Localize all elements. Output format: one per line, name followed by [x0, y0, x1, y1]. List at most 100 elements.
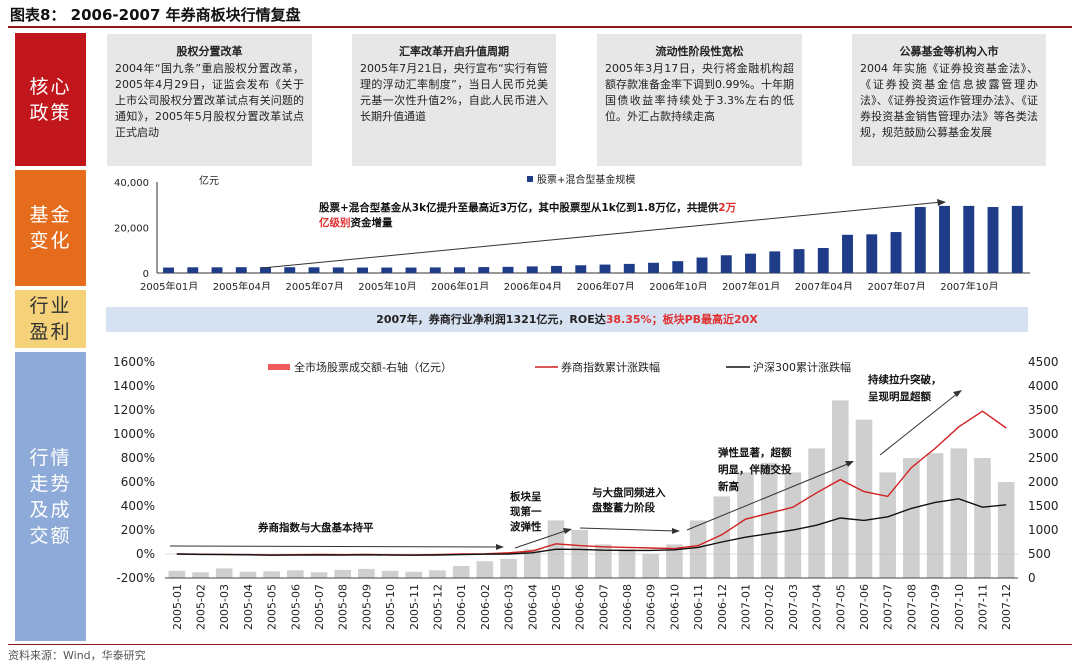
fund-x-tick-label: 2007年10月 [940, 280, 998, 290]
profit-banner-text1: 2007年，券商行业净利润1321亿元，ROE达 [376, 313, 606, 326]
market-y-right-tick-label: 3500 [1028, 403, 1059, 417]
market-x-tick-label: 2006-04 [526, 584, 539, 630]
market-y-right-tick-label: 2000 [1028, 475, 1059, 489]
fund-bar [672, 261, 684, 273]
market-y-left-tick-label: 200% [121, 523, 155, 537]
market-line-chart: -200% 0% 200% 400% 600% 800% 1000% 1200% 1400% 16… [113, 355, 1059, 630]
fund-x-tick-label: 2006年04月 [504, 280, 562, 290]
volume-bar [500, 558, 517, 578]
label-market-text: 行情走势及成交额 [29, 446, 72, 547]
hs300-index-line [176, 498, 1007, 556]
market-x-tick-label: 2006-06 [574, 584, 587, 630]
annotation-2-l3: 波弹性 [510, 520, 542, 533]
annotation-4-l2: 明显，伴随交投 [718, 463, 792, 476]
policy-card-2: 汇率改革开启升值周期 2005年7月21日，央行宣布“实行有管理的浮动汇率制度”… [352, 34, 556, 166]
market-x-tick-label: 2006-03 [503, 584, 516, 630]
annotation-5-l2: 呈现明显超额 [868, 390, 931, 403]
market-x-tick-label: 2007-02 [763, 584, 776, 630]
fund-annotation: 股票+混合型基金从3k亿提升至最高近3万亿，其中股票型从1k亿到1.8万亿，共提… [319, 201, 737, 214]
fund-bar [454, 267, 465, 273]
label-fund: 基金变化 [15, 170, 86, 286]
volume-bar [405, 571, 423, 578]
volume-bar [381, 570, 399, 578]
fund-bar [623, 263, 635, 273]
market-y-right-tick-label: 1000 [1028, 523, 1059, 537]
volume-bar [808, 448, 825, 578]
volume-bar [855, 419, 873, 578]
annotation-arrow-5 [879, 392, 959, 456]
volume-bar [358, 568, 375, 578]
policy-heading: 公募基金等机构入市 [899, 45, 999, 58]
market-y-right-tick-label: 0 [1028, 571, 1036, 585]
fund-x-tick-label: 2007年01月 [722, 280, 780, 290]
bottom-rule [8, 644, 1072, 645]
annotation-4-l3: 新高 [718, 480, 739, 493]
market-y-right-tick-label: 2500 [1028, 451, 1059, 465]
market-y-left-tick-label: -200% [116, 571, 155, 585]
fund-bar [939, 205, 950, 273]
market-x-tick-label: 2005-09 [360, 584, 373, 630]
legend-swatch-fund [527, 176, 533, 182]
volume-bar [310, 572, 328, 578]
market-x-tick-label: 2006-11 [692, 584, 705, 630]
annotation-arrowhead-4 [845, 461, 854, 467]
fund-bar [817, 247, 829, 273]
volume-bar [689, 520, 707, 578]
policy-heading: 流动性阶段性宽松 [655, 45, 744, 58]
volume-bar [831, 400, 849, 578]
annotation-arrow-1 [169, 545, 501, 548]
volume-bar [974, 458, 991, 578]
fund-annotation-text1: 股票+混合型基金从3k亿提升至最高近3万亿，其中股票型从1k亿到1.8万亿，共提… [319, 201, 719, 214]
market-x-tick-label: 2006-12 [716, 584, 729, 630]
source-note: 资料来源：Wind，华泰研究 [8, 649, 146, 662]
market-x-tick-label: 2007-12 [1000, 584, 1013, 630]
policy-card-1: 股权分置改革 2004年“国九条”重启股权分置改革，2005年4月29日，证监会… [107, 34, 312, 166]
fund-x-tick-label: 2007年04月 [795, 280, 853, 290]
annotation-arrow-4 [686, 462, 851, 531]
legend-label-hs300: 沪深300累计涨跌幅 [753, 360, 851, 374]
fund-bar [696, 257, 708, 273]
fund-bar [720, 255, 732, 273]
fund-annotation-red-b: 亿级别 [319, 216, 351, 229]
fund-bar [308, 267, 320, 273]
label-profit-text: 行业盈利 [29, 295, 72, 343]
fund-x-tick-label: 2006年01月 [431, 280, 489, 290]
annotation-arrow-2 [514, 529, 569, 549]
profit-banner: 2007年，券商行业净利润1321亿元，ROE达38.35%；板块PB最高近20… [106, 307, 1028, 332]
annotation-2-l2: 现第一 [510, 505, 542, 518]
market-x-tick-label: 2007-10 [953, 584, 966, 630]
volume-bar [784, 472, 802, 578]
volume-bar [997, 482, 1015, 578]
fund-bar [478, 267, 490, 273]
market-y-left-tick-label: 800% [121, 451, 155, 465]
annotation-arrow-3 [579, 527, 677, 532]
fund-bar [575, 265, 587, 273]
policy-heading: 汇率改革开启升值周期 [399, 45, 509, 58]
fund-y-tick-label: 20,000 [114, 224, 149, 235]
market-y-left-tick-label: 1200% [113, 403, 155, 417]
volume-bar [452, 566, 470, 578]
fund-bar [648, 262, 659, 273]
fund-x-tick-label: 2005年07月 [286, 280, 344, 290]
market-x-tick-label: 2007-11 [976, 584, 989, 630]
market-x-tick-label: 2005-10 [384, 584, 397, 630]
fund-annotation-text2: 资金增量 [351, 216, 393, 229]
market-x-tick-label: 2006-05 [550, 584, 563, 630]
policy-body: 2004 年实施《证券投资基金法》、《证券投资基金信息披露管理办法》、《证券投资… [860, 62, 1038, 139]
market-x-tick-label: 2005-08 [337, 584, 350, 630]
volume-bar [760, 462, 778, 578]
market-x-tick-label: 2005-05 [266, 584, 279, 630]
fund-bar [429, 267, 441, 273]
market-x-tick-label: 2007-06 [858, 584, 871, 630]
market-x-tick-label: 2006-07 [597, 584, 610, 630]
fund-unit-label: 亿元 [199, 174, 219, 187]
annotation-4-l1: 弹性显著，超额 [718, 446, 792, 459]
annotation-5-l1: 持续拉升突破， [868, 373, 942, 386]
volume-bar [192, 572, 209, 578]
fund-bar-chart: 0 20,000 40,000 2005年01月 2005年04月 2005年07月 200… [114, 173, 1030, 290]
annotation-3: 与大盘同频进入 盘整蓄力阶段 [592, 486, 669, 514]
market-x-tick-label: 2005-02 [195, 584, 208, 630]
market-y-left-tick-label: 1000% [113, 427, 155, 441]
market-x-tick-label: 2005-06 [289, 584, 302, 630]
market-y-right-tick-label: 3000 [1028, 427, 1059, 441]
